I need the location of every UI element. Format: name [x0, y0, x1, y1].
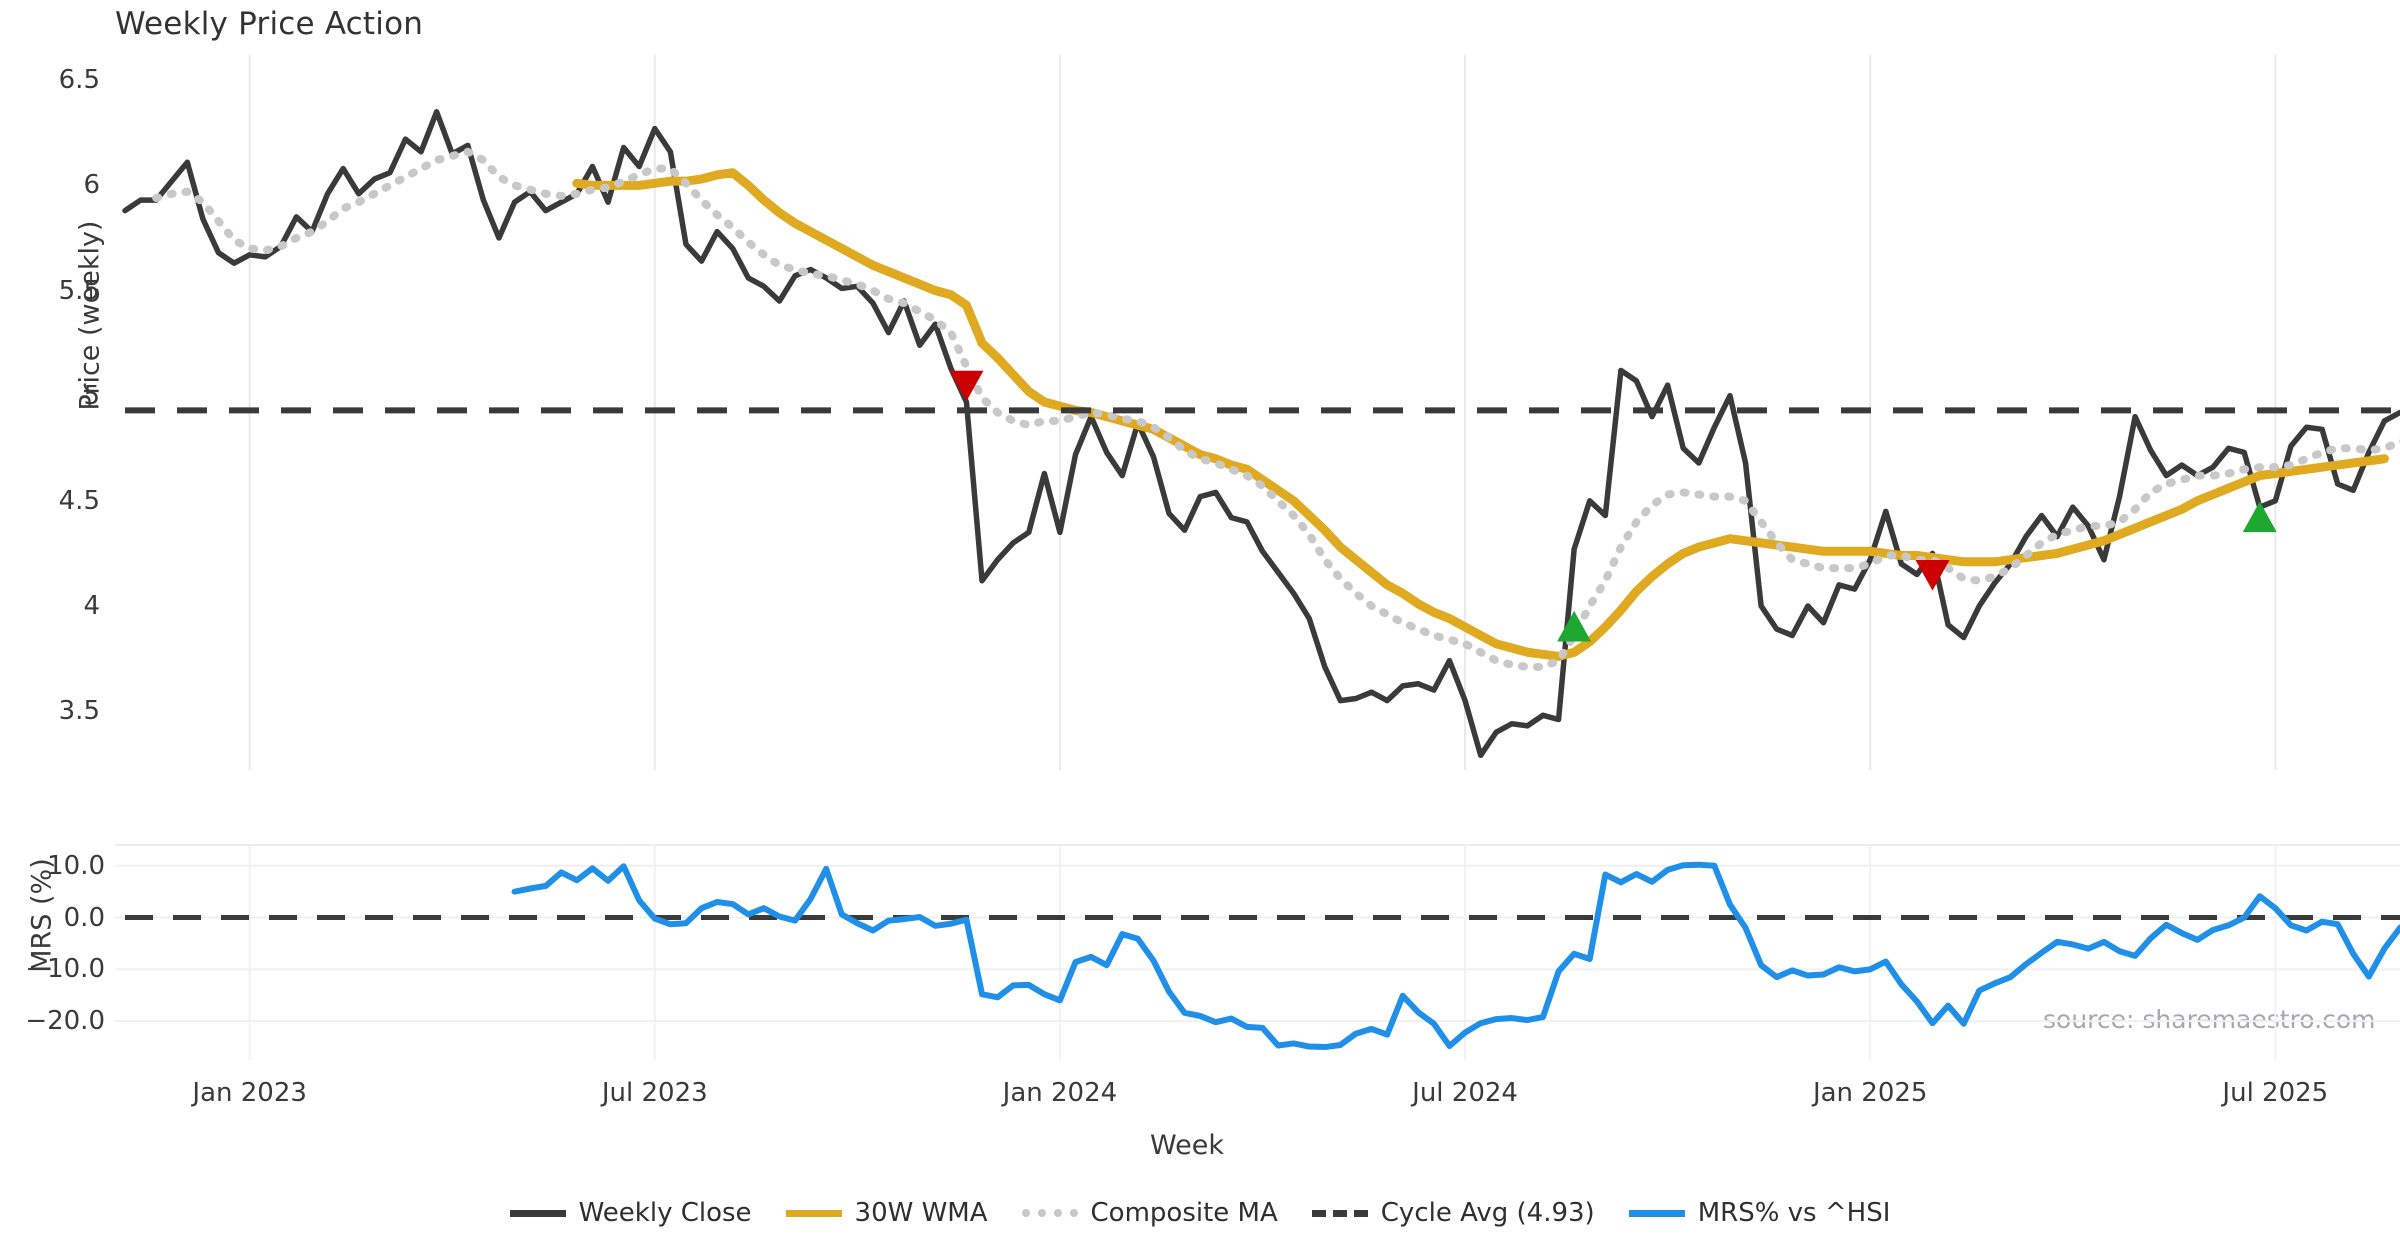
legend-label: Cycle Avg (4.93) [1380, 1198, 1595, 1228]
x-tick-3: Jul 2024 [1412, 1078, 1518, 1108]
signal-markers-layer [949, 370, 2277, 642]
legend-item-cycle-avg-4-93[interactable]: Cycle Avg (4.93) [1311, 1198, 1595, 1228]
price-y-tick-2: 5.5 [58, 275, 100, 306]
sell-signal-marker [949, 370, 984, 402]
mrs-y-tick-2: −10.0 [25, 954, 105, 985]
price-y-tick-1: 6 [83, 170, 100, 201]
series-weekly-close [122, 109, 2400, 759]
legend-swatch-icon [1311, 1209, 1368, 1217]
mrs-y-tick-0: 10.0 [47, 850, 105, 881]
legend-label: Weekly Close [578, 1198, 752, 1228]
legend-swatch-icon [509, 1209, 566, 1217]
mrs-series-layer [125, 861, 2400, 1051]
x-tick-1: Jul 2023 [601, 1078, 708, 1108]
x-tick-4: Jan 2025 [1812, 1078, 1928, 1108]
legend-swatch-icon [1021, 1209, 1078, 1217]
price-y-tick-5: 4 [83, 590, 100, 621]
x-tick-5: Jul 2025 [2222, 1078, 2329, 1108]
x-axis-label: Week [1150, 1130, 1224, 1161]
page-title: Weekly Price Action [115, 6, 424, 42]
mrs-y-tick-3: −20.0 [25, 1006, 105, 1037]
legend-label: MRS% vs ^HSI [1697, 1198, 1891, 1228]
x-tick-0: Jan 2023 [192, 1078, 307, 1108]
x-tick-2: Jan 2024 [1002, 1078, 1118, 1108]
legend-swatch-icon [1628, 1209, 1685, 1217]
chart-legend: Weekly Close 30W WMA Composite MA Cycle Avg… [0, 1198, 2400, 1228]
legend-label: Composite MA [1090, 1198, 1278, 1228]
series-composite-ma [152, 147, 2400, 671]
price-y-tick-4: 4.5 [58, 485, 100, 516]
buy-signal-marker [2242, 501, 2277, 533]
source-watermark: source: sharemaestro.com [2043, 1005, 2376, 1034]
legend-item-30w-wma[interactable]: 30W WMA [785, 1198, 988, 1228]
legend-swatch-icon [785, 1209, 842, 1217]
mrs-y-tick-1: 0.0 [63, 902, 105, 933]
price-y-tick-3: 5 [83, 380, 100, 411]
legend-item-weekly-close[interactable]: Weekly Close [509, 1198, 752, 1228]
price-series-layer [122, 109, 2400, 759]
legend-item-composite-ma[interactable]: Composite MA [1021, 1198, 1278, 1228]
sell-signal-marker [1915, 559, 1950, 591]
buy-signal-marker [1557, 610, 1592, 642]
legend-item-mrs-vs-hsi[interactable]: MRS% vs ^HSI [1628, 1198, 1891, 1228]
price-y-tick-0: 6.5 [58, 65, 100, 96]
series-30w-wma [572, 168, 2389, 661]
price-y-tick-6: 3.5 [58, 696, 100, 727]
series-mrs-pct [511, 861, 2400, 1051]
legend-label: 30W WMA [854, 1198, 988, 1228]
